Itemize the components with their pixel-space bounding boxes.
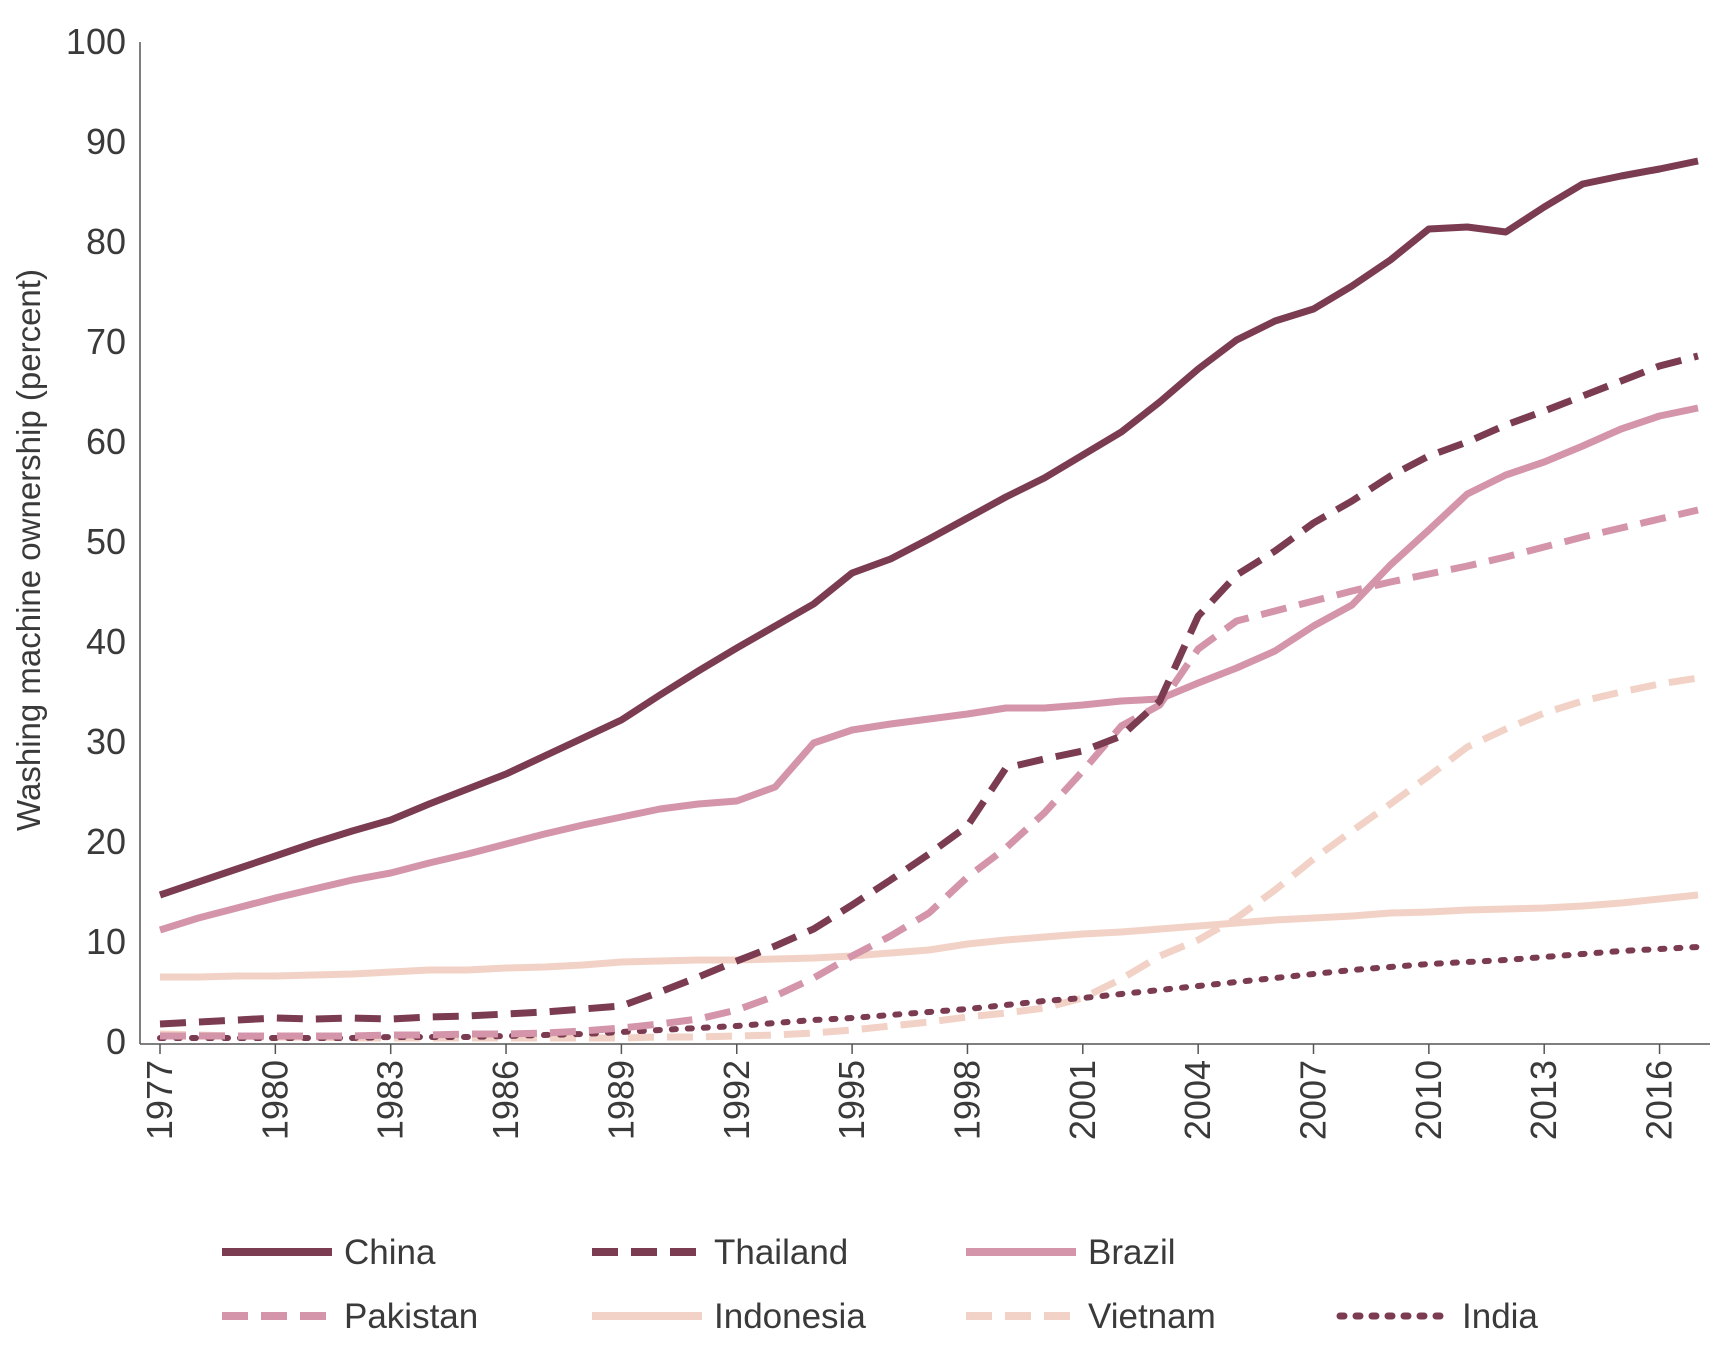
x-tick-label: 1998 (946, 1060, 987, 1140)
legend-label: China (344, 1233, 436, 1272)
y-tick-label: 0 (106, 1021, 126, 1062)
legend-label: India (1462, 1297, 1538, 1336)
x-tick-label: 1977 (139, 1060, 180, 1140)
x-tick-label: 2016 (1639, 1060, 1680, 1140)
x-tick-label: 2007 (1293, 1060, 1334, 1140)
legend-label: Thailand (714, 1233, 848, 1272)
x-tick-label: 2004 (1177, 1060, 1218, 1140)
legend-label: Pakistan (344, 1297, 478, 1336)
x-tick-label: 1989 (600, 1060, 641, 1140)
series-line-pakistan (160, 506, 1699, 1040)
y-tick-label: 80 (86, 221, 126, 262)
y-tick-label: 20 (86, 821, 126, 862)
legend-item-brazil: Brazil (966, 1233, 1176, 1272)
legend-item-thailand: Thailand (592, 1233, 848, 1272)
y-tick-label: 10 (86, 921, 126, 962)
y-axis-title: Washing machine ownership (percent) (10, 269, 47, 831)
series-layer (157, 157, 1701, 1042)
x-tick-label: 1986 (485, 1060, 526, 1140)
y-tick-label: 40 (86, 621, 126, 662)
legend-item-china: China (222, 1233, 436, 1272)
y-tick-label: 100 (66, 21, 126, 62)
legend-label: Brazil (1088, 1233, 1176, 1272)
legend-item-india: India (1336, 1297, 1538, 1336)
x-tick-label: 2001 (1062, 1060, 1103, 1140)
y-tick-label: 60 (86, 421, 126, 462)
series-line-brazil (158, 404, 1699, 934)
legend-item-vietnam: Vietnam (966, 1297, 1216, 1336)
y-tick-label: 70 (86, 321, 126, 362)
y-tick-label: 30 (86, 721, 126, 762)
legend-item-indonesia: Indonesia (592, 1297, 866, 1336)
legend-label: Indonesia (714, 1297, 866, 1336)
series-line-india (157, 944, 1701, 1041)
x-tick-label: 2013 (1523, 1060, 1564, 1140)
y-tick-label: 50 (86, 521, 126, 562)
legend-item-pakistan: Pakistan (222, 1297, 478, 1336)
series-line-thailand (159, 352, 1699, 1028)
y-tick-label: 90 (86, 121, 126, 162)
x-tick-label: 1980 (254, 1060, 295, 1140)
x-tick-label: 1983 (370, 1060, 411, 1140)
axes-layer: 0 10 20 30 40 50 60 70 80 90 100 1977 1980 1983 1986 19… (66, 21, 1710, 1140)
legend: China Thailand Brazil Pakistan Indonesia Viet… (222, 1233, 1538, 1336)
series-line-indonesia (160, 891, 1699, 981)
x-tick-label: 1992 (716, 1060, 757, 1140)
series-line-china (158, 157, 1699, 899)
x-tick-label: 1995 (831, 1060, 872, 1140)
legend-label: Vietnam (1088, 1297, 1216, 1336)
x-tick-label: 2010 (1408, 1060, 1449, 1140)
